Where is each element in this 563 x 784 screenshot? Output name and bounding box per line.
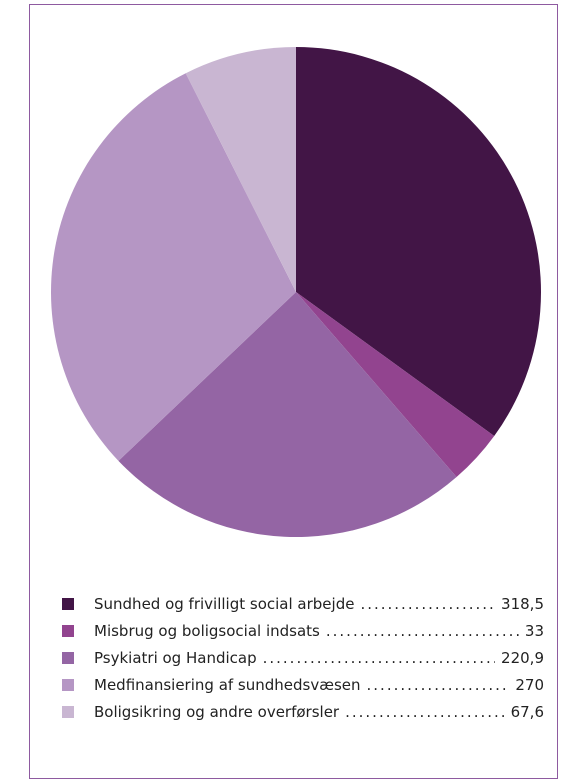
legend-swatch-icon [62,624,74,637]
legend-value: 67,6 [510,702,544,721]
legend-swatch-icon [62,651,74,664]
legend-label: Medfinansiering af sundhedsvæsen [94,675,361,694]
legend-item: Misbrug og boligsocial indsats .........… [62,617,544,644]
leader-dots: ........................................… [262,648,495,667]
legend-value: 270 [515,675,544,694]
legend-label: Sundhed og frivilligt social arbejde [94,594,355,613]
legend-swatch-icon [62,597,74,610]
legend-swatch-icon [62,678,74,691]
pie-slice [296,292,495,478]
leader-dots: ........................................… [366,675,510,694]
legend-item: Boligsikring og andre overførsler ......… [62,698,544,725]
pie-slice [185,47,296,292]
pie-chart [51,47,542,538]
leader-dots: ........................................… [345,702,504,721]
legend-item: Psykiatri og Handicap ..................… [62,644,544,671]
legend-value: 33 [524,621,544,640]
legend-value: 318,5 [501,594,544,613]
legend-item: Sundhed og frivilligt social arbejde ...… [62,590,544,617]
leader-dots: ........................................… [360,594,496,613]
legend-label: Psykiatri og Handicap [94,648,257,667]
legend: Sundhed og frivilligt social arbejde ...… [62,590,544,725]
legend-swatch-icon [62,705,74,718]
legend-label: Misbrug og boligsocial indsats [94,621,320,640]
pie-slice [118,292,457,538]
legend-label: Boligsikring og andre overførsler [94,702,340,721]
pie-slice [296,47,542,437]
pie-slice [51,73,297,461]
leader-dots: ........................................… [325,621,519,640]
legend-item: Medfinansiering af sundhedsvæsen .......… [62,671,544,698]
legend-value: 220,9 [501,648,544,667]
